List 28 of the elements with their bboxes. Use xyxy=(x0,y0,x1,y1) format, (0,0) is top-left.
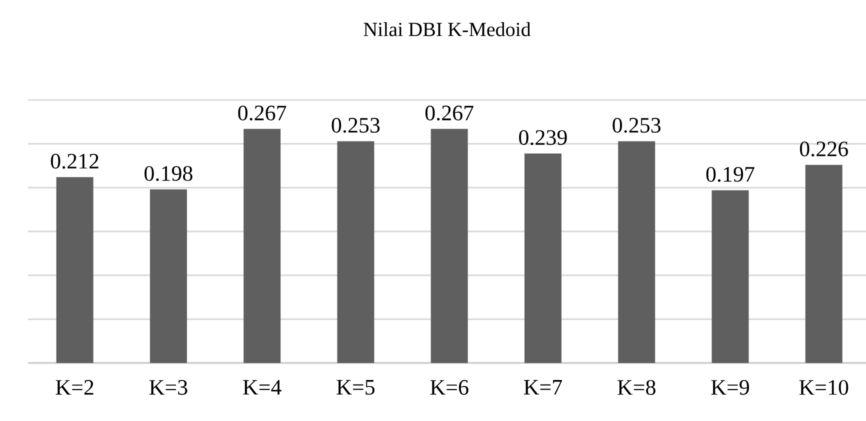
bar xyxy=(805,164,842,363)
bar xyxy=(56,177,94,363)
x-tick-label: K=7 xyxy=(524,380,562,394)
bar xyxy=(150,189,187,363)
data-label: 0.212 xyxy=(50,154,98,169)
data-label: 0.197 xyxy=(706,166,754,182)
x-tick-label: K=3 xyxy=(149,380,188,395)
bar xyxy=(337,141,374,363)
data-label: 0.253 xyxy=(612,118,660,133)
data-label: 0.239 xyxy=(519,130,567,146)
bar xyxy=(430,128,468,363)
x-tick-label: K=4 xyxy=(243,380,282,395)
bar xyxy=(524,153,562,363)
bar xyxy=(244,128,281,363)
bar xyxy=(618,141,656,363)
data-label: 0.226 xyxy=(800,142,848,156)
data-label: 0.267 xyxy=(238,106,286,121)
x-tick-label: K=8 xyxy=(618,380,656,395)
x-tick-label: K=6 xyxy=(430,380,468,395)
data-label: 0.267 xyxy=(425,106,474,121)
x-tick-label: K=10 xyxy=(799,380,848,395)
x-tick-label: K=9 xyxy=(711,380,749,395)
x-tick-label: K=2 xyxy=(56,380,94,395)
bar xyxy=(712,190,749,363)
data-label: 0.253 xyxy=(332,118,380,133)
chart-title: Nilai DBI K-Medoid xyxy=(364,22,531,36)
data-label: 0.198 xyxy=(144,166,192,182)
x-tick-label: K=5 xyxy=(336,380,374,395)
